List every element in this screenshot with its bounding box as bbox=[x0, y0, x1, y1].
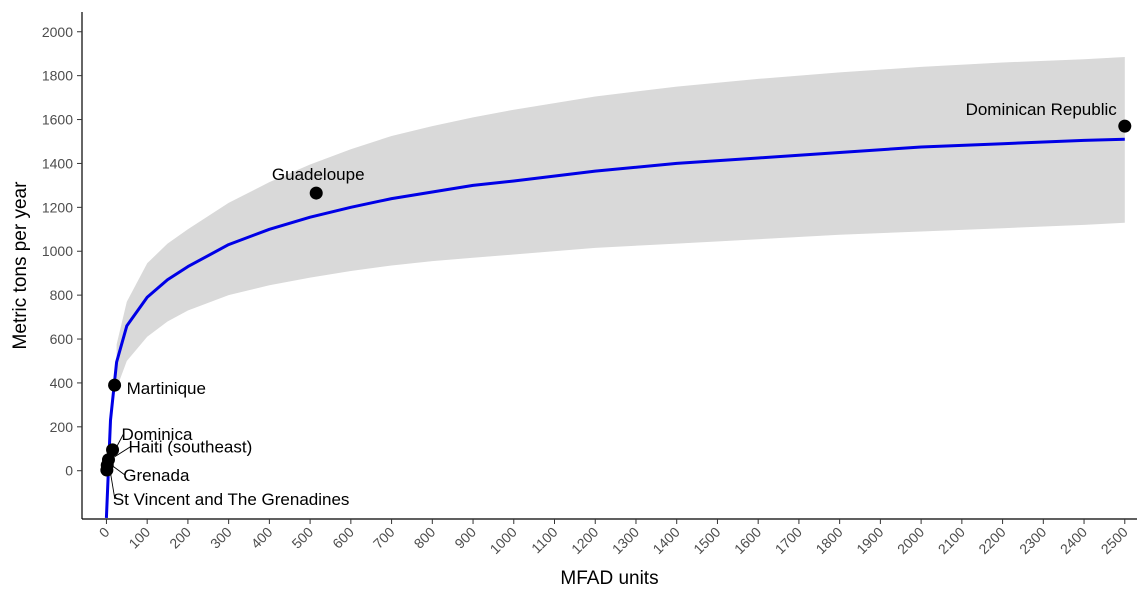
confidence-band bbox=[116, 57, 1125, 389]
x-tick-label: 1500 bbox=[690, 524, 723, 557]
y-axis-title: Metric tons per year bbox=[10, 181, 31, 350]
y-tick-label: 200 bbox=[50, 419, 74, 435]
x-tick-label: 900 bbox=[451, 524, 479, 552]
x-tick-label: 800 bbox=[411, 524, 439, 552]
data-point bbox=[106, 443, 120, 457]
x-tick-label: 1400 bbox=[649, 524, 682, 557]
x-tick-label: 300 bbox=[207, 524, 235, 552]
x-tick-label: 200 bbox=[166, 524, 194, 552]
y-tick-label: 400 bbox=[50, 375, 74, 391]
x-tick-label: 1600 bbox=[731, 524, 764, 557]
point-label: Martinique bbox=[127, 379, 206, 398]
x-tick-label: 0 bbox=[96, 524, 113, 541]
y-tick-label: 600 bbox=[50, 331, 74, 347]
x-tick-label: 400 bbox=[248, 524, 276, 552]
x-tick-label: 2500 bbox=[1098, 524, 1131, 557]
label-leader bbox=[115, 433, 124, 450]
fit-line bbox=[104, 137, 1125, 518]
y-tick-label: 1000 bbox=[42, 243, 73, 259]
point-labels-layer: Dominican Republic Guadeloupe Martinique Do… bbox=[109, 100, 1118, 509]
label-leader bbox=[111, 446, 131, 460]
point-label: St Vincent and The Grenadines bbox=[113, 490, 350, 509]
x-tick-label: 1800 bbox=[812, 524, 845, 557]
y-tick-label: 1200 bbox=[42, 199, 73, 215]
y-tick-label: 1600 bbox=[42, 112, 73, 128]
point-label: Grenada bbox=[123, 466, 190, 485]
point-label: Guadeloupe bbox=[272, 165, 365, 184]
y-tick-label: 0 bbox=[65, 463, 73, 479]
x-tick-label: 2200 bbox=[975, 524, 1008, 557]
points-layer bbox=[100, 119, 1132, 477]
x-tick-label: 600 bbox=[329, 524, 357, 552]
x-tick-label: 2100 bbox=[935, 524, 968, 557]
y-tick-label: 800 bbox=[50, 287, 74, 303]
x-tick-label: 2400 bbox=[1057, 524, 1090, 557]
data-point bbox=[100, 463, 114, 477]
x-tick-label: 1900 bbox=[853, 524, 886, 557]
x-tick-label: 1700 bbox=[772, 524, 805, 557]
x-tick-label: 2300 bbox=[1016, 524, 1049, 557]
point-label: Dominican Republic bbox=[966, 100, 1118, 119]
x-axis-title: MFAD units bbox=[560, 568, 658, 589]
y-tick-label: 1400 bbox=[42, 155, 73, 171]
x-tick-label: 1000 bbox=[487, 524, 520, 557]
data-point bbox=[1118, 119, 1132, 133]
data-point bbox=[309, 186, 323, 200]
data-point bbox=[108, 378, 122, 392]
x-tick-label: 700 bbox=[370, 524, 398, 552]
point-label: Dominica bbox=[122, 425, 193, 444]
x-tick-label: 100 bbox=[125, 524, 153, 552]
fit-line-layer bbox=[104, 137, 1125, 518]
point-label: Haiti (southeast) bbox=[128, 438, 252, 457]
x-tick-label: 500 bbox=[288, 524, 316, 552]
label-leader bbox=[109, 468, 116, 500]
x-tick-label: 1200 bbox=[568, 524, 601, 557]
y-tick-label: 1800 bbox=[42, 68, 73, 84]
x-tick-label: 2000 bbox=[894, 524, 927, 557]
x-tick-label: 1300 bbox=[609, 524, 642, 557]
label-leader bbox=[109, 463, 126, 476]
y-tick-label: 2000 bbox=[42, 24, 73, 40]
x-tick-label: 1100 bbox=[528, 524, 561, 557]
confidence-band-layer bbox=[116, 57, 1125, 389]
